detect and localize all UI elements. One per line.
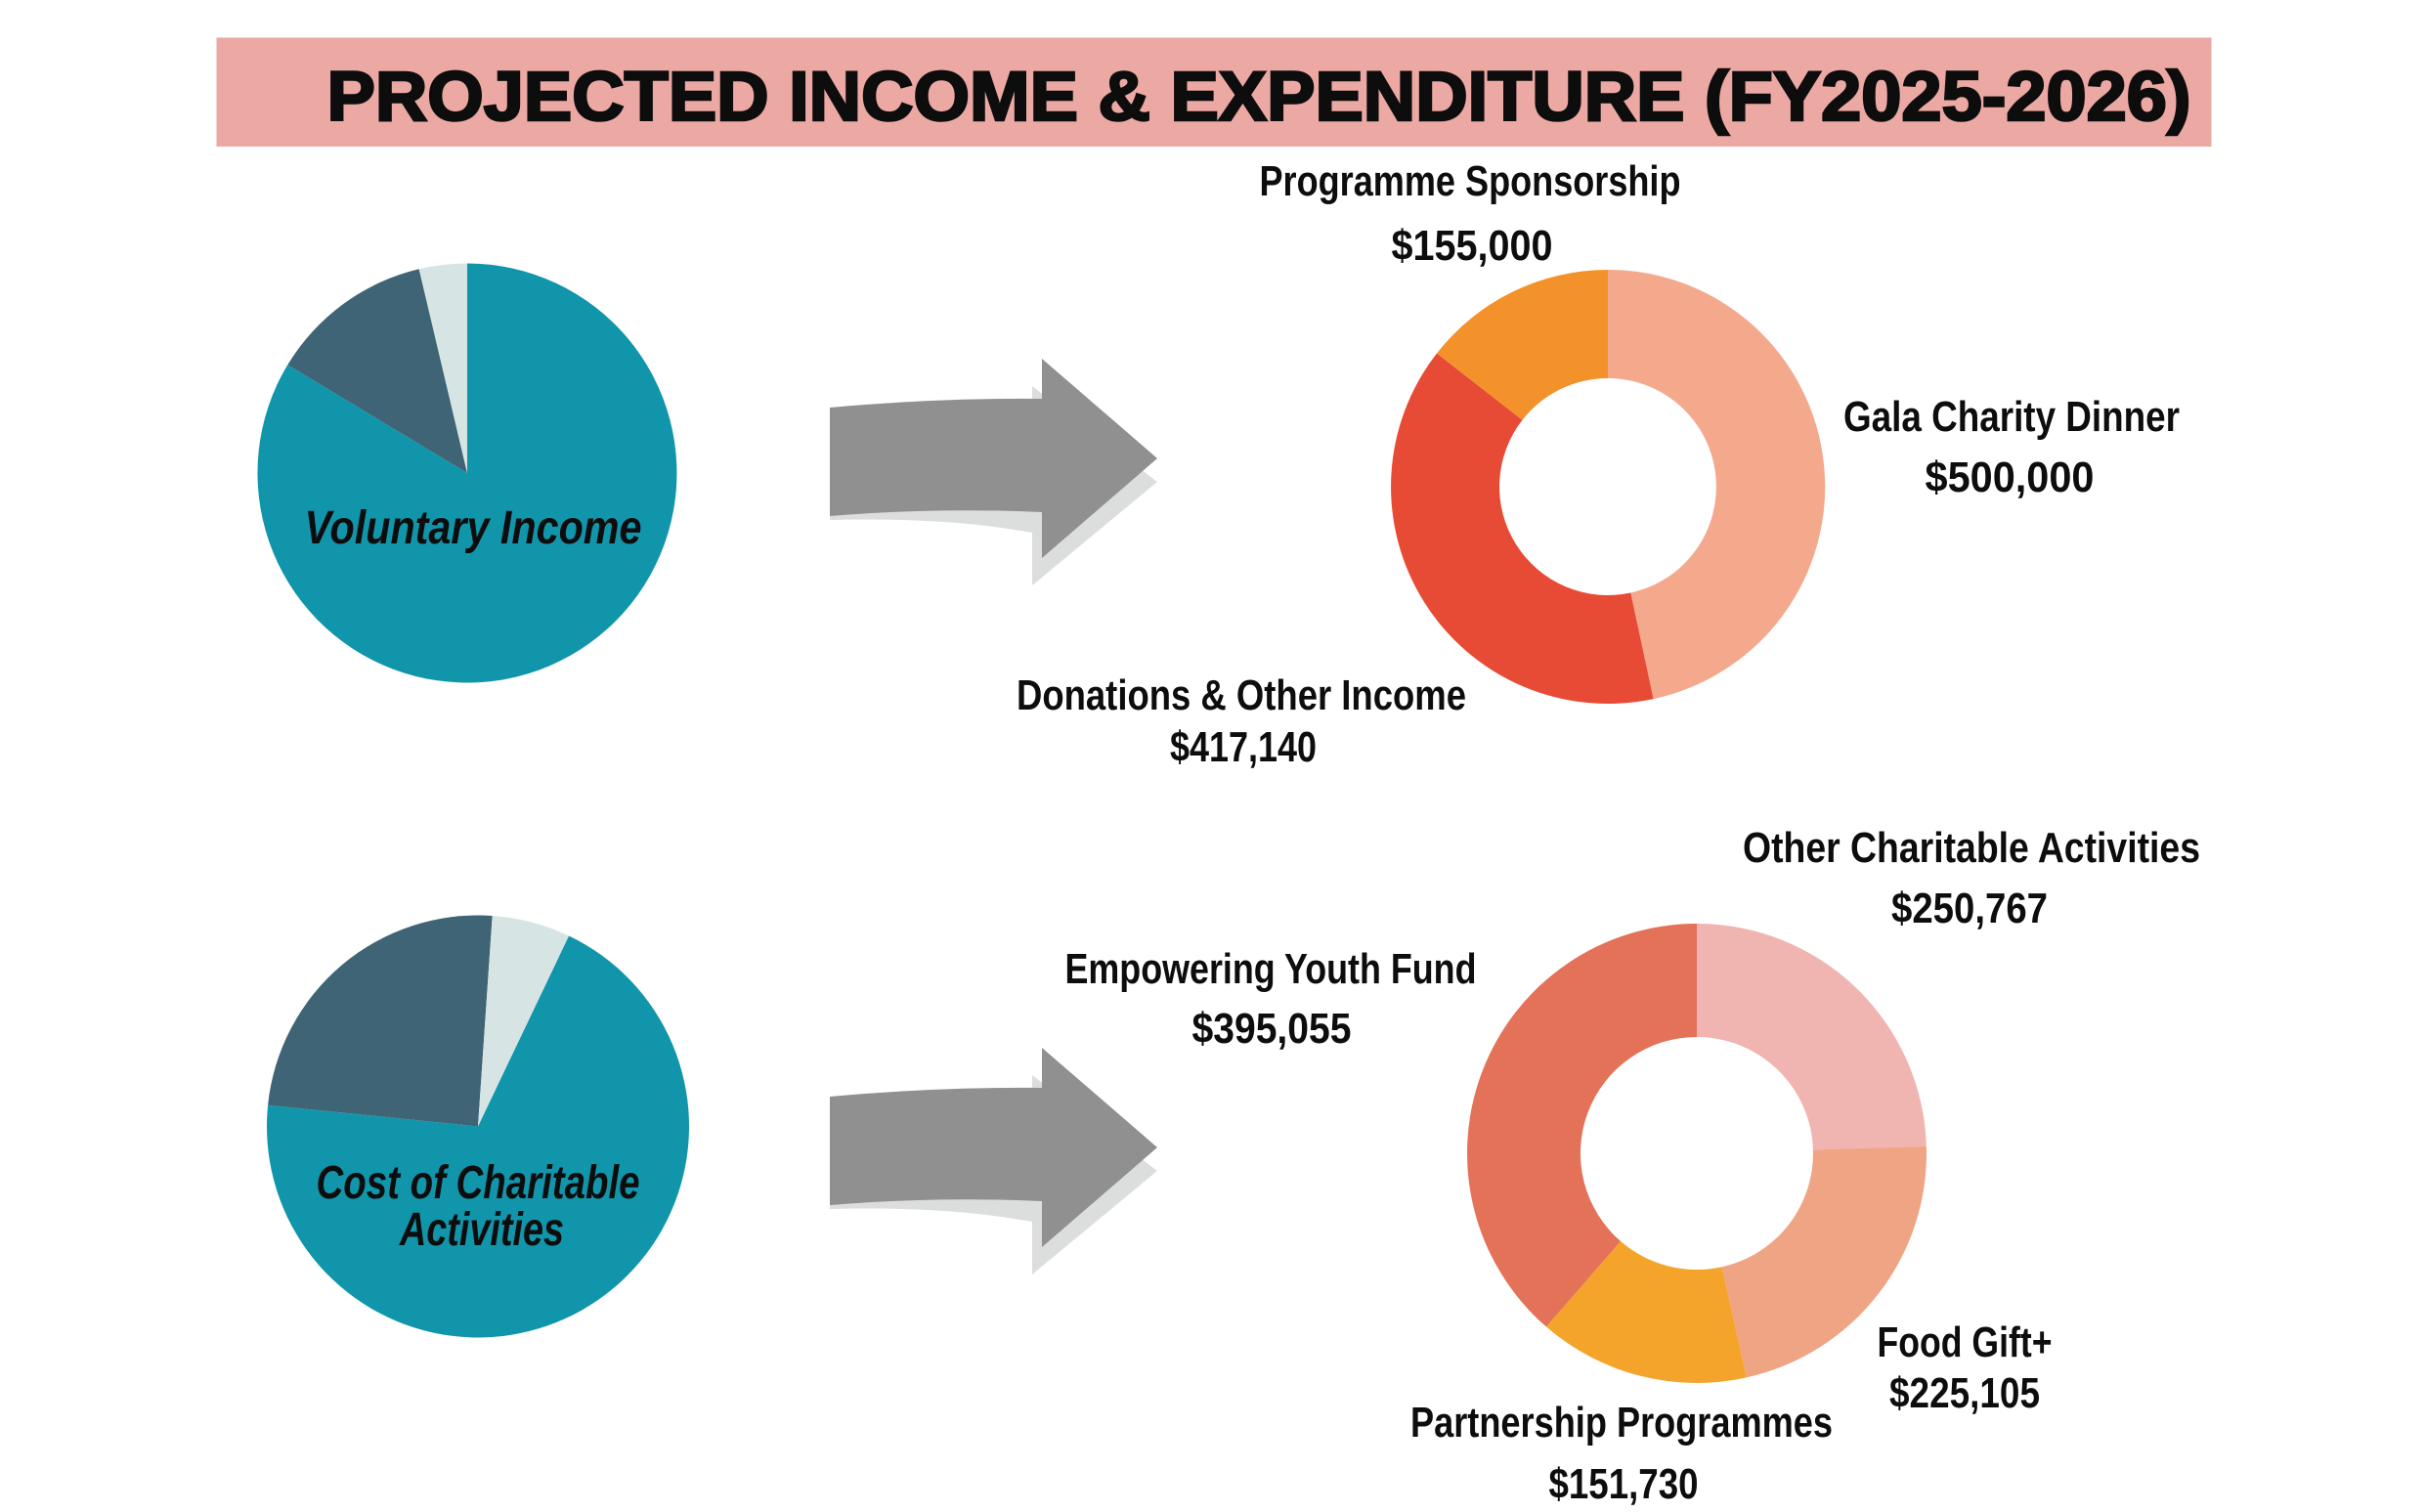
svg-text:$250,767: $250,767 <box>1891 885 2048 932</box>
svg-text:Activities: Activities <box>399 1204 564 1256</box>
svg-text:Other Charitable Activities: Other Charitable Activities <box>1743 824 2200 872</box>
svg-text:Gala Charity Dinner: Gala Charity Dinner <box>1843 393 2180 441</box>
svg-text:Cost of Charitable: Cost of Charitable <box>317 1157 640 1209</box>
svg-text:Food Gift+: Food Gift+ <box>1878 1318 2053 1366</box>
svg-text:PROJECTED INCOME & EXPENDITURE: PROJECTED INCOME & EXPENDITURE (FY2025-2… <box>327 59 2191 136</box>
svg-text:$151,730: $151,730 <box>1549 1460 1699 1508</box>
svg-text:Empowering Youth Fund: Empowering Youth Fund <box>1065 945 1477 993</box>
svg-text:$155,000: $155,000 <box>1392 222 1553 270</box>
svg-text:$417,140: $417,140 <box>1170 723 1317 771</box>
svg-text:Programme Sponsorship: Programme Sponsorship <box>1260 157 1681 205</box>
svg-text:$500,000: $500,000 <box>1926 454 2095 501</box>
svg-text:Voluntary Income: Voluntary Income <box>305 502 642 554</box>
svg-text:Partnership Programmes: Partnership Programmes <box>1410 1399 1833 1447</box>
svg-text:$395,055: $395,055 <box>1192 1005 1352 1053</box>
svg-text:Donations & Other Income: Donations & Other Income <box>1017 671 1466 719</box>
svg-text:$225,105: $225,105 <box>1889 1369 2040 1417</box>
